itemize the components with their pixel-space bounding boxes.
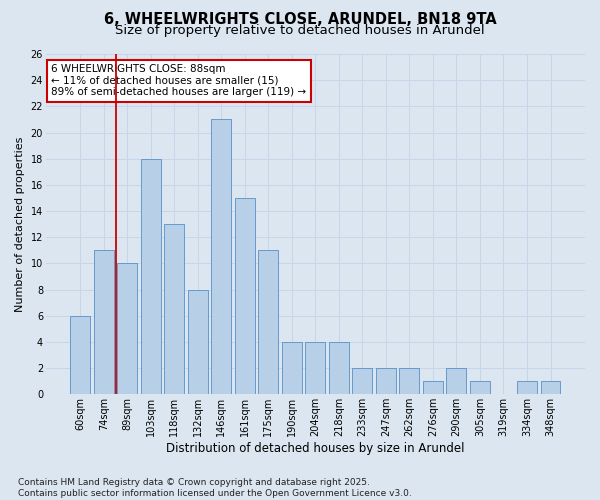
Text: Size of property relative to detached houses in Arundel: Size of property relative to detached ho… <box>115 24 485 37</box>
Text: 6 WHEELWRIGHTS CLOSE: 88sqm
← 11% of detached houses are smaller (15)
89% of sem: 6 WHEELWRIGHTS CLOSE: 88sqm ← 11% of det… <box>51 64 307 98</box>
Bar <box>470 381 490 394</box>
Bar <box>541 381 560 394</box>
Bar <box>94 250 114 394</box>
X-axis label: Distribution of detached houses by size in Arundel: Distribution of detached houses by size … <box>166 442 464 455</box>
Bar <box>141 158 161 394</box>
Bar <box>118 264 137 394</box>
Bar <box>446 368 466 394</box>
Bar <box>517 381 537 394</box>
Bar <box>70 316 91 394</box>
Bar <box>282 342 302 394</box>
Bar <box>188 290 208 395</box>
Text: 6, WHEELWRIGHTS CLOSE, ARUNDEL, BN18 9TA: 6, WHEELWRIGHTS CLOSE, ARUNDEL, BN18 9TA <box>104 12 496 28</box>
Bar <box>164 224 184 394</box>
Bar <box>376 368 396 394</box>
Bar <box>352 368 373 394</box>
Y-axis label: Number of detached properties: Number of detached properties <box>15 136 25 312</box>
Bar <box>423 381 443 394</box>
Bar <box>235 198 255 394</box>
Bar <box>329 342 349 394</box>
Bar <box>211 120 232 394</box>
Bar <box>305 342 325 394</box>
Text: Contains HM Land Registry data © Crown copyright and database right 2025.
Contai: Contains HM Land Registry data © Crown c… <box>18 478 412 498</box>
Bar <box>259 250 278 394</box>
Bar <box>400 368 419 394</box>
